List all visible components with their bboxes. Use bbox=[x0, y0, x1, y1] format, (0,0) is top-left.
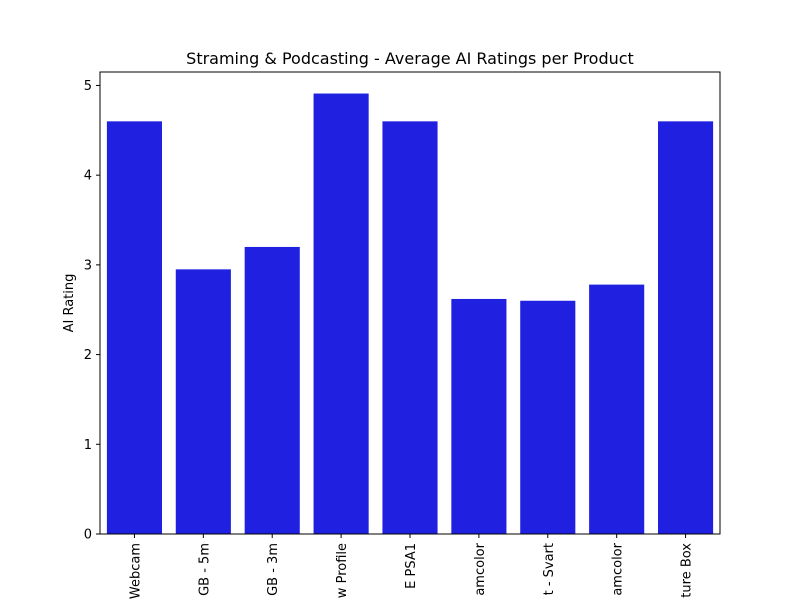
x-tick-label: amcolor bbox=[473, 542, 488, 595]
y-tick-label: 0 bbox=[84, 528, 92, 543]
x-tick-label: w Profile bbox=[335, 543, 350, 598]
y-tick-label: 4 bbox=[84, 169, 92, 184]
bars-group bbox=[106, 93, 714, 535]
bar-3 bbox=[244, 246, 300, 534]
x-tick-label: Webcam bbox=[128, 543, 143, 599]
x-tick-label: ture Box bbox=[680, 543, 695, 598]
bar-7 bbox=[520, 300, 576, 534]
y-tick-label: 5 bbox=[84, 79, 92, 94]
bar-5 bbox=[382, 121, 438, 534]
y-axis-label: AI Rating bbox=[62, 274, 77, 333]
bar-4 bbox=[313, 93, 369, 535]
x-tick-label: t - Svart bbox=[542, 543, 557, 595]
bar-1 bbox=[106, 121, 162, 534]
x-tick-label: GB - 5m bbox=[197, 543, 212, 596]
x-tick-label: E PSA1 bbox=[404, 543, 419, 589]
chart-title: Straming & Podcasting - Average AI Ratin… bbox=[186, 49, 634, 68]
bar-2 bbox=[175, 269, 231, 534]
bar-6 bbox=[451, 298, 507, 534]
y-axis: 0 1 2 3 4 5 bbox=[84, 79, 100, 543]
y-tick-label: 3 bbox=[84, 258, 92, 273]
y-tick-label: 2 bbox=[84, 348, 92, 363]
bar-9 bbox=[658, 121, 714, 534]
x-tick-label: amcolor bbox=[611, 542, 626, 595]
plot-frame bbox=[99, 71, 721, 535]
y-tick-label: 1 bbox=[84, 438, 92, 453]
x-axis: Webcam GB - 5m GB - 3m w Profile E PSA1 amcol… bbox=[128, 534, 695, 599]
bar-8 bbox=[589, 284, 645, 534]
x-tick-label: GB - 3m bbox=[266, 543, 281, 596]
